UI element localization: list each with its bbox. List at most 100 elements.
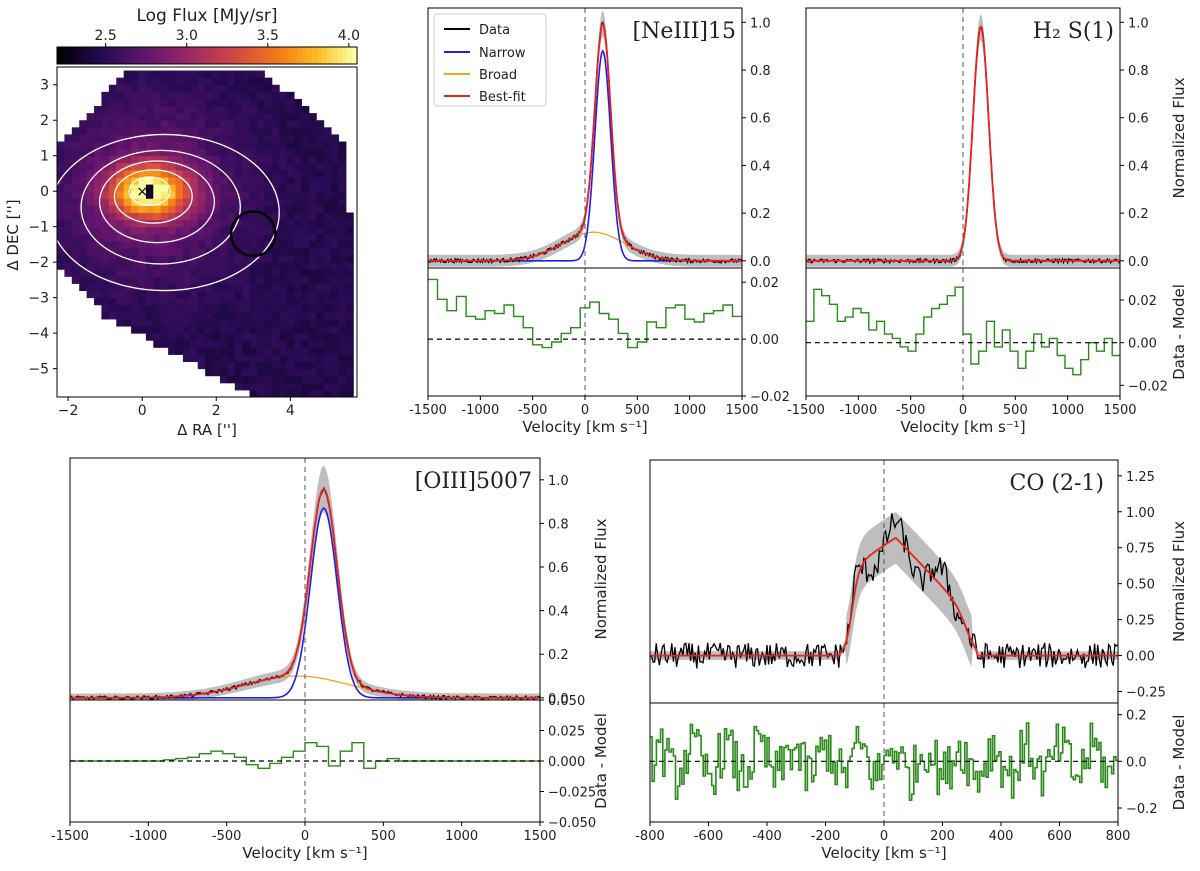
map-pixel (168, 347, 177, 355)
ytick-top-label: 1.0 (548, 474, 569, 489)
map-pixel (323, 177, 332, 185)
map-pixel (197, 283, 206, 292)
ytick-bottom-label: 0.2 (1126, 709, 1147, 724)
map-pixel (79, 141, 88, 150)
map-pixel (264, 361, 273, 370)
map-pixel (234, 84, 243, 93)
map-pixel (131, 276, 139, 284)
map-pixel (116, 141, 125, 150)
ytick-top-label: 0.8 (750, 64, 771, 79)
map-pixel (131, 120, 139, 128)
map-pixel (205, 240, 214, 249)
map-pixel (264, 184, 273, 192)
map-pixel (308, 304, 317, 313)
map-pixel (116, 198, 125, 206)
map-pixel (279, 375, 288, 384)
map-pixel (86, 247, 95, 256)
map-pixel (205, 141, 214, 150)
map-pixel (338, 276, 347, 284)
map-xtick-label: 2 (212, 403, 221, 419)
map-pixel (71, 276, 80, 284)
map-pixel (168, 177, 177, 185)
map-pixel (323, 276, 332, 284)
map-pixel (145, 205, 154, 213)
map-pixel (86, 255, 95, 263)
map-pixel (316, 354, 325, 363)
map-pixel (219, 212, 228, 221)
ytick-top-label: 0.25 (1126, 614, 1155, 629)
map-pixel (190, 297, 199, 306)
map-pixel (219, 184, 228, 192)
map-pixel (182, 134, 191, 143)
map-pixel (279, 333, 288, 341)
co-spectrum-panel: -800 -600 -400 -200 0 200 400 600 800−0.250.000.… (635, 459, 1188, 862)
map-pixel (131, 205, 139, 213)
map-pixel (182, 184, 191, 192)
ytick-top-label: 0.8 (548, 517, 569, 532)
map-pixel (316, 255, 325, 263)
map-pixel (249, 134, 258, 143)
map-pixel (123, 177, 132, 185)
map-pixel (301, 297, 310, 306)
map-pixel (338, 333, 347, 341)
map-pixel (345, 354, 354, 363)
map-pixel (153, 326, 162, 334)
map-pixel (64, 134, 73, 143)
map-pixel (264, 375, 273, 384)
map-pixel (205, 290, 214, 299)
map-pixel (108, 191, 117, 199)
map-pixel (279, 141, 288, 150)
map-pixel (249, 169, 258, 178)
map-pixel (308, 155, 317, 164)
map-pixel (205, 283, 214, 292)
map-pixel (160, 106, 169, 114)
map-pixel (219, 127, 228, 135)
map-pixel (116, 297, 125, 306)
map-pixel (249, 354, 258, 363)
map-pixel (94, 155, 102, 164)
map-pixel (123, 70, 132, 79)
legend: Data Narrow Broad Best-fit (433, 13, 547, 107)
map-pixel (145, 141, 154, 150)
colorbar-cell (242, 47, 248, 64)
map-pixel (249, 198, 258, 206)
map-pixel (257, 318, 265, 327)
map-pixel (264, 155, 273, 164)
map-pixel (294, 212, 302, 221)
map-pixel (182, 198, 191, 206)
map-pixel (94, 106, 102, 114)
map-pixel (271, 269, 280, 277)
map-pixel (294, 198, 302, 206)
map-pixel (301, 347, 310, 355)
map-pixel (234, 70, 243, 79)
map-pixel (249, 333, 258, 341)
map-pixel (79, 247, 88, 256)
map-pixel (197, 205, 206, 213)
map-pixel (123, 283, 132, 292)
xtick-label: 1500 (523, 829, 556, 844)
map-pixel (190, 148, 199, 157)
map-pixel (108, 141, 117, 150)
h2-spectrum-panel: -1500 -1000 -500 0 500 1000 15000.00.20.40.60.… (787, 7, 1188, 436)
map-pixel (257, 375, 265, 384)
map-pixel (212, 70, 221, 79)
map-pixel (101, 106, 110, 114)
map-pixel (249, 226, 258, 235)
map-pixel (145, 240, 154, 249)
map-pixel (138, 84, 147, 93)
map-pixel (71, 198, 80, 206)
map-pixel (205, 219, 214, 228)
map-pixel (338, 155, 347, 164)
map-pixel (94, 162, 102, 171)
map-pixel (108, 290, 117, 299)
map-pixel (219, 361, 228, 370)
map-pixel (175, 127, 184, 135)
map-pixel (175, 198, 184, 206)
map-pixel (108, 297, 117, 306)
colorbar-cell (347, 47, 353, 64)
map-pixel (234, 169, 243, 178)
map-pixel (197, 219, 206, 228)
map-pixel (160, 98, 169, 107)
map-pixel (331, 247, 339, 256)
